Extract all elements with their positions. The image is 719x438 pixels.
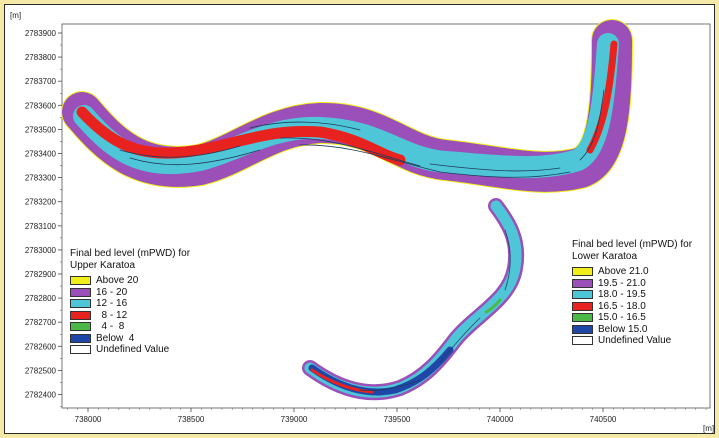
legend-lower-swatch	[572, 267, 593, 277]
legend-upper-item: 16 - 20	[70, 287, 190, 299]
legend-upper-karatoa: Final bed level (mPWD) for Upper Karatoa…	[70, 248, 190, 356]
y-tick-label: 2783700	[25, 77, 57, 86]
y-tick-label: 2782800	[25, 294, 57, 303]
legend-upper-swatch	[70, 322, 91, 332]
legend-lower-swatch	[572, 301, 593, 311]
legend-upper-label: Undefined Value	[96, 344, 170, 356]
legend-upper-label: 12 - 16	[96, 298, 128, 310]
y-tick-label: 2782400	[25, 391, 57, 400]
y-tick-label: 2782700	[25, 318, 57, 327]
legend-lower-label: 18.0 - 19.5	[598, 289, 646, 301]
legend-lower-items: Above 21.0 19.5 - 21.0 18.0 - 19.5 16.5 - 1…	[572, 266, 692, 347]
legend-upper-items: Above 20 16 - 20 12 - 16 8 - 12 4 - 8 Below…	[70, 275, 190, 356]
legend-upper-label: 16 - 20	[96, 286, 128, 298]
lower-river-red-zone	[310, 368, 374, 394]
x-tick-label: 740500	[590, 415, 617, 424]
y-tick-label: 2783500	[25, 125, 57, 134]
legend-lower-label: Above 21.0	[598, 266, 649, 278]
y-tick-label: 2783800	[25, 53, 57, 62]
x-tick-label: 738500	[178, 415, 205, 424]
legend-upper-title-line1: Final bed level (mPWD) for	[70, 248, 191, 259]
legend-lower-label: Undefined Value	[598, 335, 672, 347]
legend-upper-swatch	[70, 310, 91, 320]
y-tick-label: 2783600	[25, 101, 57, 110]
y-tick-label: 2783100	[25, 222, 57, 231]
legend-lower-swatch	[572, 336, 593, 346]
y-tick-label: 2783200	[25, 198, 57, 207]
legend-lower-swatch	[572, 278, 593, 288]
y-tick-label: 2783000	[25, 246, 57, 255]
legend-lower-item: 19.5 - 21.0	[572, 278, 692, 290]
legend-lower-label: Below 15.0	[598, 323, 648, 335]
lower-river-green-zone	[484, 298, 502, 314]
legend-upper-swatch	[70, 345, 91, 355]
y-tick-label: 2783900	[25, 29, 57, 38]
x-tick-label: 740000	[487, 415, 514, 424]
legend-upper-swatch	[70, 299, 91, 309]
x-tick-label: 738000	[75, 415, 102, 424]
upper-river-contour-lines	[119, 89, 605, 178]
y-tick-label: 2782500	[25, 366, 57, 375]
lower-river-contour-lines	[359, 229, 511, 391]
upper-river-red-zone-east	[586, 40, 618, 154]
y-axis-ticks: 2783900 2783800 2783700 2783600 2783500 27834…	[25, 29, 62, 407]
legend-upper-label: Above 20	[96, 275, 139, 287]
legend-upper-label: 4 - 8	[96, 321, 125, 333]
legend-upper-item: 12 - 16	[70, 298, 190, 310]
legend-lower-item: Undefined Value	[572, 335, 692, 347]
legend-lower-item: Below 15.0	[572, 324, 692, 336]
legend-lower-title-line2: Lower Karatoa	[572, 251, 638, 262]
legend-lower-label: 19.5 - 21.0	[598, 277, 646, 289]
legend-lower-item: 15.0 - 16.5	[572, 312, 692, 324]
x-axis-ticks: 738000 738500 739000 739500 740000 740500	[67, 408, 707, 424]
legend-lower-title: Final bed level (mPWD) for Lower Karatoa	[572, 239, 692, 263]
legend-lower-item: Above 21.0	[572, 266, 692, 278]
y-axis-unit: [m]	[10, 11, 21, 20]
upper-river-red-zone	[76, 106, 406, 166]
legend-upper-item: Below 4	[70, 333, 190, 345]
legend-upper-swatch	[70, 276, 91, 286]
legend-lower-item: 16.5 - 18.0	[572, 301, 692, 313]
legend-lower-item: 18.0 - 19.5	[572, 289, 692, 301]
x-tick-label: 739500	[384, 415, 411, 424]
legend-lower-swatch	[572, 313, 593, 323]
legend-lower-label: 16.5 - 18.0	[598, 300, 646, 312]
upper-river-channel	[61, 19, 633, 193]
x-tick-label: 739000	[281, 415, 308, 424]
legend-lower-swatch	[572, 324, 593, 334]
legend-upper-swatch	[70, 287, 91, 297]
lower-river-channel	[302, 198, 525, 401]
legend-upper-item: Undefined Value	[70, 344, 190, 356]
legend-upper-item: 8 - 12	[70, 310, 190, 322]
legend-upper-label: Below 4	[96, 332, 135, 344]
legend-lower-karatoa: Final bed level (mPWD) for Lower Karatoa…	[572, 239, 692, 347]
y-tick-label: 2782900	[25, 270, 57, 279]
legend-lower-title-line1: Final bed level (mPWD) for	[572, 239, 693, 250]
x-axis-unit: [m]	[703, 424, 714, 433]
y-tick-label: 2783300	[25, 174, 57, 183]
legend-upper-item: Above 20	[70, 275, 190, 287]
y-tick-label: 2782600	[25, 342, 57, 351]
legend-upper-label: 8 - 12	[96, 309, 128, 321]
legend-lower-swatch	[572, 290, 593, 300]
legend-upper-item: 4 - 8	[70, 321, 190, 333]
legend-upper-title: Final bed level (mPWD) for Upper Karatoa	[70, 248, 190, 272]
legend-upper-swatch	[70, 333, 91, 343]
legend-upper-title-line2: Upper Karatoa	[70, 260, 136, 271]
y-tick-label: 2783400	[25, 150, 57, 159]
legend-lower-label: 15.0 - 16.5	[598, 312, 646, 324]
